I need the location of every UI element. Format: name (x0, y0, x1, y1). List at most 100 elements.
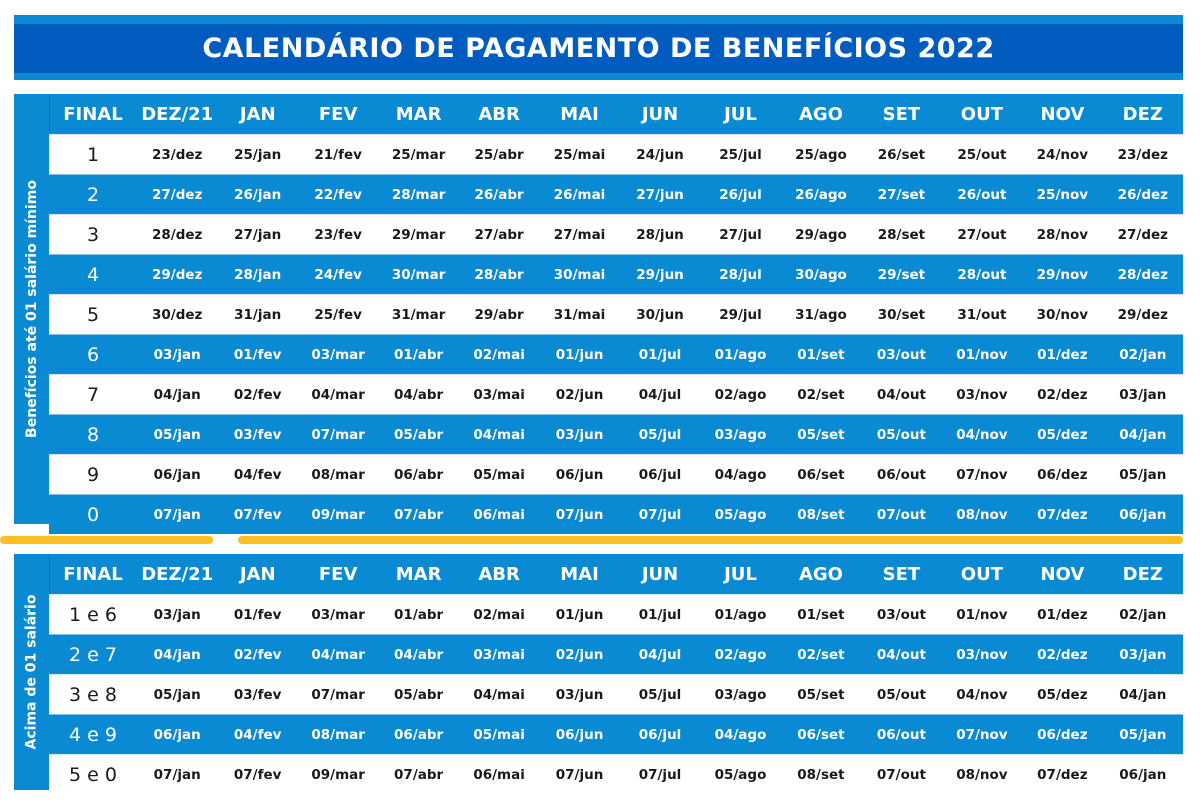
payment-date: 05/out (876, 686, 926, 703)
payment-date: 25/out (957, 146, 1007, 163)
payment-date: 04/jan (1119, 686, 1167, 703)
payment-date: 30/mai (553, 266, 606, 283)
column-header: OUT (960, 563, 1003, 585)
payment-date: 08/mar (311, 726, 365, 743)
payment-date: 02/ago (714, 646, 767, 663)
payment-date: 02/jan (1119, 606, 1167, 623)
payment-date: 29/set (877, 266, 926, 283)
table-row: 7 04/jan 02/fev 04/mar 04/abr 03/mai 02/jun 04/… (49, 374, 1183, 414)
table-row: 5 e 0 07/jan 07/fev 09/mar 07/abr 06/mai 07/ju… (49, 754, 1183, 794)
payment-date: 07/nov (956, 726, 1008, 743)
payment-date: 25/nov (1036, 186, 1089, 203)
table-row: 2 e 7 04/jan 02/fev 04/mar 04/abr 03/mai 02/ju… (49, 634, 1183, 674)
payment-date: 05/jul (638, 686, 682, 703)
payment-date: 05/jan (153, 686, 201, 703)
side-label: Acima de 01 salário (14, 554, 50, 790)
payment-date: 04/jul (638, 386, 682, 403)
payment-date: 06/mai (473, 766, 525, 783)
payment-date: 06/jan (1119, 766, 1167, 783)
table-row: 1 23/dez 25/jan 21/fev 25/mar 25/abr 25/mai 24/… (49, 134, 1183, 174)
payment-date: 02/jun (555, 386, 604, 403)
final-digit: 1 e 6 (69, 603, 117, 626)
payment-date: 06/out (876, 726, 926, 743)
payment-date: 26/ago (795, 186, 847, 203)
grid: FINAL DEZ/21 JAN FEV MAR ABR MAI JUN JUL AGO SET OU… (49, 554, 1183, 794)
column-header: SET (882, 103, 921, 125)
payment-date: 08/mar (311, 466, 365, 483)
payment-date: 22/fev (314, 186, 362, 203)
payment-date: 01/fev (233, 606, 282, 623)
table-row: 8 05/jan 03/fev 07/mar 05/abr 04/mai 03/jun 05/… (49, 414, 1183, 454)
payment-date: 01/jun (555, 346, 604, 363)
payment-date: 01/nov (956, 606, 1008, 623)
payment-date: 03/nov (956, 386, 1008, 403)
column-header: JAN (239, 563, 276, 585)
payment-date: 28/nov (1036, 226, 1089, 243)
column-header: JUN (641, 103, 679, 125)
payment-date: 07/out (876, 506, 926, 523)
payment-date: 02/fev (233, 646, 282, 663)
payment-date: 03/jan (1119, 386, 1167, 403)
payment-date: 02/set (797, 386, 845, 403)
payment-date: 05/ago (714, 506, 767, 523)
payment-date: 27/jan (234, 226, 282, 243)
payment-date: 28/mar (391, 186, 446, 203)
payment-date: 06/mai (473, 506, 525, 523)
column-header: DEZ/21 (141, 563, 214, 585)
payment-date: 28/out (957, 266, 1007, 283)
column-header: FINAL (63, 563, 123, 585)
payment-date: 01/ago (714, 606, 767, 623)
column-header: OUT (960, 103, 1003, 125)
payment-date: 05/dez (1037, 426, 1088, 443)
payment-date: 28/abr (474, 266, 524, 283)
divider-left (0, 536, 213, 544)
payment-date: 29/mar (391, 226, 446, 243)
table-row: 6 03/jan 01/fev 03/mar 01/abr 02/mai 01/jun 01/… (49, 334, 1183, 374)
payment-date: 02/jan (1119, 346, 1167, 363)
column-header: MAR (395, 103, 442, 125)
payment-date: 06/jan (1119, 506, 1167, 523)
payment-date: 06/jan (153, 466, 201, 483)
payment-date: 09/mar (311, 766, 365, 783)
payment-date: 03/out (876, 346, 926, 363)
payment-date: 29/abr (474, 306, 524, 323)
payment-date: 28/jan (234, 266, 282, 283)
payment-date: 07/mar (311, 426, 365, 443)
payment-date: 05/ago (714, 766, 767, 783)
payment-date: 03/ago (714, 686, 767, 703)
payment-date: 07/jul (638, 766, 682, 783)
column-header: SET (882, 563, 921, 585)
table-row: 9 06/jan 04/fev 08/mar 06/abr 05/mai 06/jun 06/… (49, 454, 1183, 494)
payment-date: 25/ago (795, 146, 847, 163)
payment-date: 27/jul (719, 226, 762, 243)
payment-date: 01/abr (394, 606, 444, 623)
payment-date: 03/mar (311, 606, 365, 623)
payment-date: 25/abr (474, 146, 524, 163)
payment-date: 07/nov (956, 466, 1008, 483)
payment-date: 02/set (797, 646, 845, 663)
payment-date: 31/out (957, 306, 1007, 323)
payment-date: 05/jan (153, 426, 201, 443)
payment-date: 02/fev (233, 386, 282, 403)
payment-date: 05/dez (1037, 686, 1088, 703)
payment-date: 31/ago (795, 306, 847, 323)
payment-date: 08/set (797, 766, 845, 783)
payment-date: 05/out (876, 426, 926, 443)
payment-date: 05/abr (394, 426, 444, 443)
final-digit: 7 (86, 383, 100, 406)
side-label: Benefícios até 01 salário mínimo (14, 94, 50, 524)
payment-date: 26/jul (719, 186, 762, 203)
grid: FINAL DEZ/21 JAN FEV MAR ABR MAI JUN JUL AGO SET OU… (49, 94, 1183, 534)
payment-date: 01/jul (638, 606, 682, 623)
payment-date: 03/jan (153, 606, 201, 623)
payment-date: 28/dez (152, 226, 203, 243)
side-label-text: Benefícios até 01 salário mínimo (23, 180, 40, 438)
payment-date: 04/ago (714, 466, 767, 483)
payment-date: 04/ago (714, 726, 767, 743)
column-header: FINAL (63, 103, 123, 125)
payment-date: 06/set (797, 726, 845, 743)
payment-date: 04/jan (153, 386, 201, 403)
payment-date: 04/mai (473, 426, 525, 443)
page-title: CALENDÁRIO DE PAGAMENTO DE BENEFÍCIOS 20… (14, 24, 1183, 73)
column-header: DEZ (1122, 103, 1163, 125)
